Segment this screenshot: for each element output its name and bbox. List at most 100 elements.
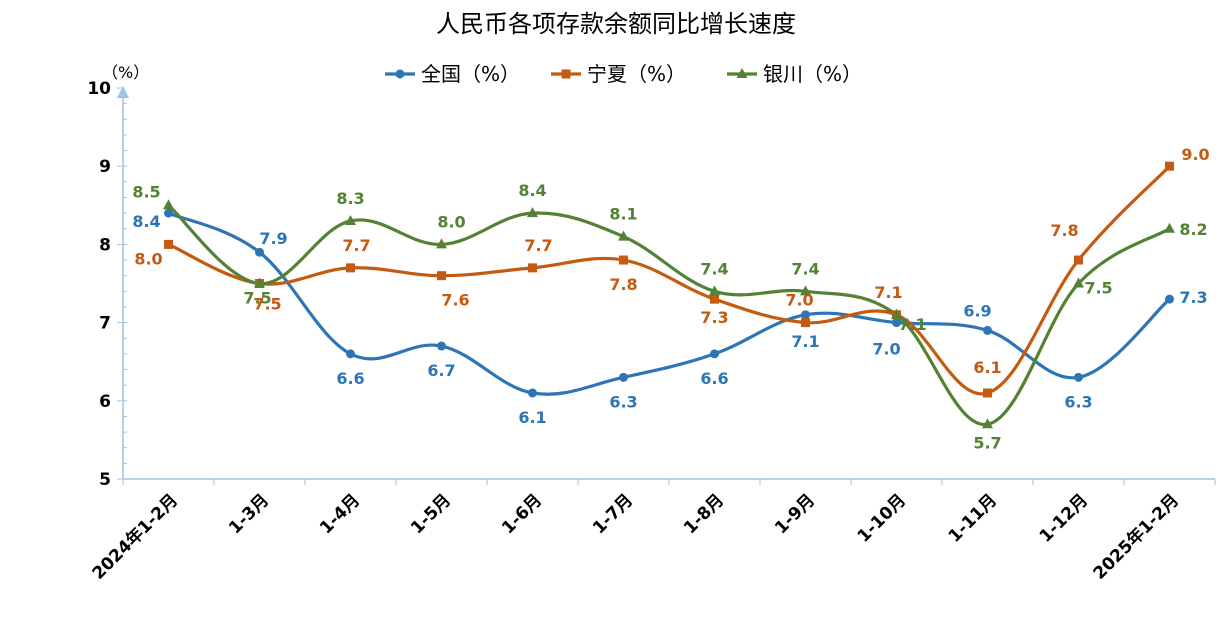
data-label: 7.4 <box>700 259 728 278</box>
series-layer <box>163 161 1175 429</box>
legend-label: 宁夏（%） <box>587 62 686 86</box>
series-line-2 <box>166 203 1172 426</box>
data-point-circle <box>710 349 719 359</box>
data-label: 8.0 <box>437 212 465 231</box>
data-point-square <box>164 239 173 249</box>
x-tick-label: 1-10月 <box>854 490 910 546</box>
x-tick-label: 2025年1-2月 <box>1089 490 1183 584</box>
x-tick-label: 1-11月 <box>945 490 1001 546</box>
data-point-triangle <box>800 285 811 296</box>
legend: 全国（%） 宁夏（%） 银川（%） <box>385 62 862 86</box>
data-label: 7.1 <box>898 315 926 334</box>
data-label: 7.0 <box>785 291 813 310</box>
data-point-circle <box>801 310 810 320</box>
data-label: 6.1 <box>518 408 546 427</box>
data-point-triangle <box>618 230 629 241</box>
data-point-triangle <box>345 214 356 225</box>
data-label: 7.4 <box>791 259 819 278</box>
data-point-square <box>983 388 992 398</box>
data-label: 8.5 <box>132 182 160 201</box>
data-label: 6.1 <box>973 358 1001 377</box>
x-tick-label: 1-9月 <box>771 490 819 538</box>
data-point-circle <box>983 325 992 335</box>
data-label: 8.0 <box>134 249 162 268</box>
data-point-circle <box>164 208 173 218</box>
y-unit-label: （%） <box>102 63 149 82</box>
data-label: 7.8 <box>609 275 637 294</box>
data-point-square <box>710 294 719 304</box>
x-tick-label: 1-4月 <box>316 490 364 538</box>
data-labels: 8.4 7.9 6.6 6.7 6.1 6.3 6.6 7.1 7.0 6.9 6.3 7.3 8.0 7… <box>132 145 1209 452</box>
data-label: 7.0 <box>872 340 900 359</box>
data-label: 7.3 <box>1179 288 1207 307</box>
legend-label: 银川（%） <box>763 62 862 86</box>
data-point-circle <box>255 247 264 257</box>
data-point-triangle <box>1164 222 1175 233</box>
data-point-triangle <box>709 285 720 296</box>
data-label: 8.4 <box>518 181 546 200</box>
legend-label: 全国（%） <box>421 62 520 86</box>
y-tick-label: 9 <box>99 157 111 177</box>
y-tick-label: 10 <box>87 79 111 99</box>
data-label: 5.7 <box>973 433 1001 452</box>
data-label: 9.0 <box>1181 145 1209 164</box>
data-label: 8.4 <box>132 212 160 231</box>
chart-title: 人民币各项存款余额同比增长速度 <box>436 10 796 38</box>
data-label: 7.5 <box>243 289 271 308</box>
x-tick-label: 1-3月 <box>225 490 273 538</box>
data-point-square <box>528 263 537 273</box>
data-point-circle <box>1074 372 1083 382</box>
data-point-square <box>619 255 628 265</box>
data-label: 6.9 <box>963 301 991 320</box>
series-line-0 <box>166 211 1172 396</box>
data-label: 7.8 <box>1050 221 1078 240</box>
x-tick-label: 1-7月 <box>589 490 637 538</box>
data-label: 8.1 <box>609 205 637 224</box>
data-label: 7.1 <box>874 283 902 302</box>
data-point-square <box>437 271 446 281</box>
data-point-triangle <box>163 199 174 210</box>
data-point-square <box>1165 161 1174 171</box>
data-label: 7.7 <box>524 236 552 255</box>
data-point-triangle <box>982 418 993 429</box>
data-label: 7.7 <box>342 236 370 255</box>
data-label: 8.2 <box>1179 220 1207 239</box>
data-label: 7.5 <box>1084 279 1112 298</box>
data-label: 6.6 <box>336 369 364 388</box>
data-label: 7.6 <box>441 291 469 310</box>
data-label: 8.3 <box>336 189 364 208</box>
y-axis-arrow <box>117 86 129 98</box>
y-tick-label: 6 <box>99 392 111 412</box>
data-point-triangle <box>527 207 538 218</box>
y-tick-label: 5 <box>99 470 111 490</box>
data-label: 6.3 <box>1064 392 1092 411</box>
data-point-square <box>1074 255 1083 265</box>
axes: 5 6 7 8 9 10 2024年1-2月 1-3月 1-4月 1-5月 1-6月 1-7月 1-8月… <box>87 79 1216 584</box>
series-line-1 <box>166 164 1172 396</box>
data-point-circle <box>528 388 537 398</box>
data-point-circle <box>437 341 446 351</box>
data-point-circle <box>395 69 405 79</box>
data-label: 7.1 <box>791 332 819 351</box>
data-label: 6.3 <box>609 392 637 411</box>
data-point-square <box>561 69 571 79</box>
data-point-triangle <box>436 238 447 249</box>
data-point-square <box>801 318 810 328</box>
data-point-triangle <box>254 277 265 288</box>
data-label: 6.6 <box>700 369 728 388</box>
data-point-circle <box>892 318 901 328</box>
x-tick-label: 1-8月 <box>680 490 728 538</box>
x-tick-label: 1-5月 <box>407 490 455 538</box>
x-tick-label: 1-6月 <box>498 490 546 538</box>
x-tick-label: 2024年1-2月 <box>88 490 182 584</box>
data-label: 7.3 <box>700 308 728 327</box>
data-point-square <box>346 263 355 273</box>
x-tick-label: 1-12月 <box>1036 490 1092 546</box>
data-label: 6.7 <box>427 361 455 380</box>
y-tick-label: 8 <box>99 235 111 255</box>
data-point-circle <box>619 372 628 382</box>
data-point-circle <box>346 349 355 359</box>
data-point-triangle <box>736 68 748 78</box>
data-point-circle <box>1165 294 1174 304</box>
